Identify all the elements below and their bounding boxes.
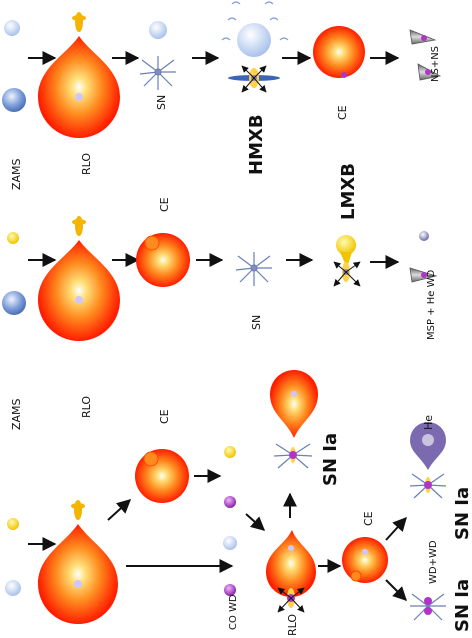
double-pulsar <box>409 29 442 81</box>
label-ce-3b: CE <box>362 511 375 526</box>
label-rlo-3: RLO <box>80 396 93 418</box>
yellow-star <box>224 446 236 458</box>
label-rlo-3b: RLO <box>286 614 299 636</box>
sn-ia-burst-upper <box>270 370 318 469</box>
light-blue-star <box>5 580 21 596</box>
label-hmxb: HMXB <box>246 114 267 175</box>
label-sn-ia-3: SN Ia <box>452 579 472 632</box>
lmxb-system <box>333 235 361 287</box>
row-sn-ia <box>5 370 447 624</box>
arrow <box>385 579 407 601</box>
common-envelope <box>136 233 190 287</box>
label-lmxb: LMXB <box>338 163 359 220</box>
rlo-teardrop <box>38 500 118 624</box>
row-lmxb <box>2 216 438 342</box>
yellow-star <box>7 232 19 244</box>
label-zams-1: ZAMS <box>10 158 23 190</box>
common-envelope <box>342 537 388 583</box>
white-dwarf <box>224 496 236 508</box>
rlo-teardrop <box>37 12 120 139</box>
supernova-burst <box>235 252 272 286</box>
rlo-onto-wd <box>266 530 316 613</box>
label-sn-ia-1: SN Ia <box>320 433 341 486</box>
yellow-star <box>7 518 19 530</box>
rlo-teardrop <box>37 216 120 342</box>
white-dwarf <box>224 584 236 596</box>
label-wd-wd: WD+WD <box>428 540 439 584</box>
label-msp-he-wd: MSP + He WD <box>426 270 437 340</box>
blue-star <box>2 291 26 315</box>
label-ce-1: CE <box>336 105 349 120</box>
blue-star <box>4 20 20 36</box>
label-sn-1: SN <box>155 95 168 110</box>
common-envelope <box>313 26 365 78</box>
sn-ia-burst-he <box>409 422 447 499</box>
blue-star <box>2 88 26 112</box>
label-ce-3a: CE <box>158 409 171 424</box>
label-sn-2: SN <box>250 315 263 330</box>
label-zams-3: ZAMS <box>10 398 23 430</box>
label-co-wd: CO WD <box>228 594 239 630</box>
arrow <box>107 499 132 521</box>
supernova-burst <box>139 56 176 90</box>
label-sn-ia-2: SN Ia <box>452 487 472 540</box>
label-ce-2: CE <box>158 197 171 212</box>
sn-ia-burst-wd-wd <box>410 593 446 621</box>
arrow <box>245 513 266 531</box>
common-envelope <box>135 449 189 503</box>
light-blue-star <box>149 21 167 39</box>
label-he: He <box>422 415 435 430</box>
msp-system <box>409 231 438 283</box>
arrow <box>385 516 407 541</box>
light-blue-star <box>223 536 237 550</box>
label-ns-ns: NS+NS <box>430 46 441 82</box>
row-hmxb <box>2 1 442 139</box>
label-rlo-1: RLO <box>80 153 93 175</box>
hmxb-system <box>221 1 289 93</box>
